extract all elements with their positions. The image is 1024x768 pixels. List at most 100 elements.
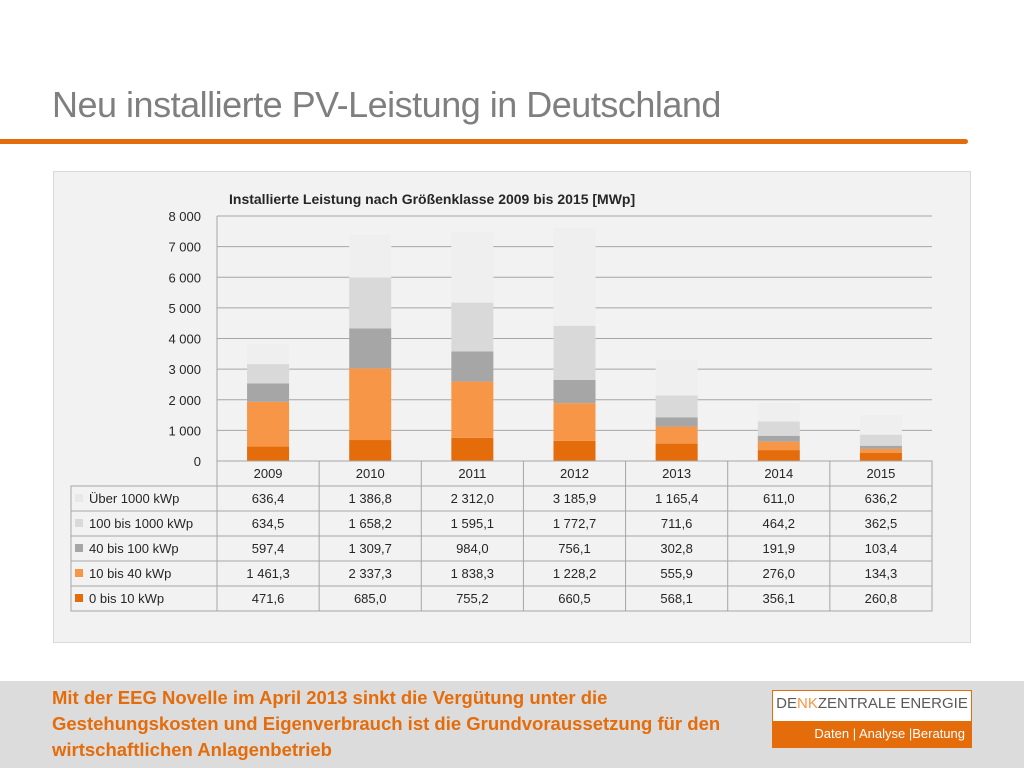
bar-segment xyxy=(859,453,902,461)
table-value: 611,0 xyxy=(763,491,795,506)
bar-segment xyxy=(349,277,392,329)
bar-segment xyxy=(553,228,596,326)
bar-segment xyxy=(349,368,392,441)
bar-segment xyxy=(247,401,290,447)
bar-segment xyxy=(349,235,392,278)
table-value: 755,2 xyxy=(456,591,489,606)
legend-swatch xyxy=(75,569,83,577)
bar-segment xyxy=(451,351,494,382)
logo-name-highlight: NK xyxy=(796,695,818,712)
legend-label: 100 bis 1000 kWp xyxy=(89,516,193,531)
x-category-label: 2010 xyxy=(356,466,385,481)
title-rule xyxy=(0,139,968,144)
x-category-label: 2015 xyxy=(866,466,895,481)
bar-segment xyxy=(553,380,596,404)
bar-segment xyxy=(451,231,494,303)
bar-segment xyxy=(655,443,698,461)
table-value: 2 337,3 xyxy=(349,566,392,581)
table-value: 356,1 xyxy=(763,591,796,606)
legend-label: 0 bis 10 kWp xyxy=(89,591,164,606)
table-value: 555,9 xyxy=(660,566,693,581)
table-value: 1 309,7 xyxy=(349,541,392,556)
table-value: 685,0 xyxy=(354,591,387,606)
table-value: 1 461,3 xyxy=(246,566,289,581)
table-value: 597,4 xyxy=(252,541,285,556)
table-value: 464,2 xyxy=(763,516,796,531)
bar-segment xyxy=(247,364,290,384)
bar-segment xyxy=(859,415,902,435)
table-value: 568,1 xyxy=(660,591,693,606)
bar-segment xyxy=(655,395,698,418)
bar-segment xyxy=(553,440,596,461)
stacked-bar-chart: Installierte Leistung nach Größenklasse … xyxy=(70,191,933,612)
legend-swatch xyxy=(75,519,83,527)
bar-segment xyxy=(757,441,800,451)
table-value: 103,4 xyxy=(865,541,898,556)
table-value: 636,2 xyxy=(865,491,898,506)
x-category-label: 2009 xyxy=(254,466,283,481)
legend-label: Über 1000 kWp xyxy=(89,491,179,506)
table-value: 660,5 xyxy=(558,591,591,606)
bar-segment xyxy=(655,417,698,427)
table-value: 756,1 xyxy=(558,541,591,556)
table-value: 1 386,8 xyxy=(349,491,392,506)
table-value: 471,6 xyxy=(252,591,285,606)
y-tick-label: 7 000 xyxy=(168,240,201,255)
y-tick-label: 3 000 xyxy=(168,362,201,377)
table-value: 636,4 xyxy=(252,491,285,506)
y-tick-label: 6 000 xyxy=(168,270,201,285)
bar-segment xyxy=(553,325,596,381)
bar-segment xyxy=(757,450,800,461)
table-value: 134,3 xyxy=(865,566,898,581)
table-body-frame xyxy=(70,485,933,612)
company-logo: DENKZENTRALE ENERGIE Daten | Analyse |Be… xyxy=(772,690,972,748)
table-value: 1 228,2 xyxy=(553,566,596,581)
bar-segment xyxy=(451,302,494,352)
legend-label: 40 bis 100 kWp xyxy=(89,541,179,556)
y-tick-label: 0 xyxy=(194,454,201,469)
logo-name: DENKZENTRALE ENERGIE xyxy=(773,695,971,712)
bar-segment xyxy=(859,448,902,454)
table-value: 302,8 xyxy=(660,541,693,556)
table-value: 634,5 xyxy=(252,516,285,531)
y-tick-label: 2 000 xyxy=(168,393,201,408)
x-category-label: 2013 xyxy=(662,466,691,481)
bar-segment xyxy=(859,434,902,446)
legend-swatch xyxy=(75,594,83,602)
table-value: 1 165,4 xyxy=(655,491,698,506)
logo-name-part1: DE xyxy=(776,695,797,712)
y-tick-label: 1 000 xyxy=(168,423,201,438)
table-value: 191,9 xyxy=(763,541,796,556)
table-value: 1 772,7 xyxy=(553,516,596,531)
bar-segment xyxy=(859,445,902,449)
bar-segment xyxy=(553,403,596,441)
bar-segment xyxy=(451,381,494,438)
logo-tagline: Daten | Analyse |Beratung xyxy=(773,721,971,747)
table-value: 711,6 xyxy=(661,516,693,531)
y-tick-label: 5 000 xyxy=(168,301,201,316)
table-value: 3 185,9 xyxy=(553,491,596,506)
y-tick-label: 8 000 xyxy=(168,209,201,224)
slide-title: Neu installierte PV-Leistung in Deutschl… xyxy=(52,84,721,125)
bar-segment xyxy=(655,426,698,444)
x-category-label: 2014 xyxy=(764,466,793,481)
table-value: 984,0 xyxy=(456,541,489,556)
x-category-label: 2012 xyxy=(560,466,589,481)
chart-panel: Installierte Leistung nach Größenklasse … xyxy=(53,171,971,643)
bar-segment xyxy=(451,437,494,461)
bar-segment xyxy=(247,344,290,365)
bar-segment xyxy=(247,383,290,402)
legend-swatch xyxy=(75,494,83,502)
bar-segment xyxy=(655,359,698,396)
table-value: 2 312,0 xyxy=(451,491,494,506)
table-value: 1 838,3 xyxy=(451,566,494,581)
bar-segment xyxy=(247,446,290,461)
chart-title: Installierte Leistung nach Größenklasse … xyxy=(229,191,635,207)
bar-segment xyxy=(349,328,392,369)
table-value: 276,0 xyxy=(763,566,796,581)
bar-segment xyxy=(349,440,392,461)
legend-label: 10 bis 40 kWp xyxy=(89,566,171,581)
bar-segment xyxy=(757,421,800,436)
x-category-label: 2011 xyxy=(458,466,486,481)
table-value: 1 658,2 xyxy=(349,516,392,531)
